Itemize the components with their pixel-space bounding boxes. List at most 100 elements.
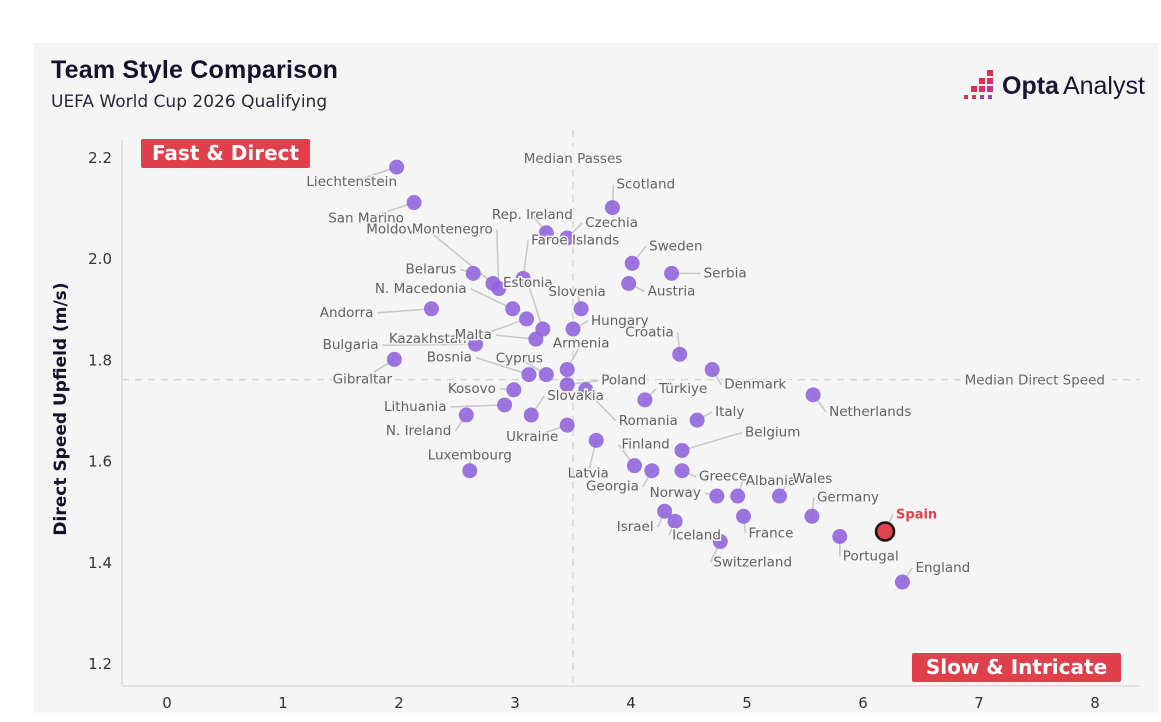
data-label: Italy: [715, 404, 744, 420]
data-label: N. Ireland: [386, 423, 451, 439]
data-label: Poland: [601, 373, 646, 389]
data-point: [521, 367, 537, 383]
data-point: [621, 276, 637, 291]
data-point: [771, 488, 787, 504]
data-label: Ukraine: [506, 429, 558, 445]
data-label: Netherlands: [829, 404, 911, 420]
opta-analyst-logo: Opta Analyst: [960, 66, 1145, 106]
quadrant-badge-slow-intricate-text: Slow & Intricate: [926, 655, 1107, 679]
data-label: Austria: [648, 284, 696, 300]
data-label: Czechia: [585, 215, 638, 231]
axes: 0 1 2 3 4 5 6 7 8 1.2 1.4 1.6 1.8 2.0 2.2 Direct Speed …: [51, 140, 1140, 712]
data-point-highlight: [874, 521, 896, 542]
data-point: [657, 503, 673, 519]
median-passes-label-bg: [521, 147, 625, 167]
leader-line: [377, 308, 432, 314]
data-point: [730, 488, 746, 504]
data-label: Kosovo: [448, 381, 496, 397]
data-point: [804, 508, 820, 524]
data-label: Slovakia: [547, 388, 604, 404]
data-label: N. Macedonia: [375, 281, 467, 297]
leader-line: [470, 318, 527, 340]
median-speed-label-bg: [960, 369, 1112, 390]
data-label: Cyprus: [496, 351, 543, 367]
data-point: [704, 362, 720, 378]
data-label: Hungary: [591, 313, 649, 329]
x-tick-label: 5: [742, 694, 752, 712]
data-label: Spain: [896, 507, 937, 522]
data-point: [406, 195, 422, 211]
x-tick-label: 8: [1090, 694, 1100, 712]
data-point: [664, 265, 680, 281]
quadrant-badge-fast-direct: Fast & Direct: [141, 139, 310, 168]
leader-line: [351, 166, 397, 183]
data-point: [644, 463, 660, 479]
y-tick-label: 2.0: [88, 250, 112, 268]
data-label: Romania: [619, 413, 678, 429]
data-point: [674, 442, 690, 458]
data-point: [712, 534, 728, 550]
median-direct-speed-label: Median Direct Speed: [965, 373, 1105, 389]
data-point: [672, 346, 688, 362]
y-tick-label: 1.4: [88, 554, 112, 572]
leader-line: [681, 431, 743, 452]
leader-line: [426, 228, 494, 285]
data-point: [667, 513, 683, 529]
data-label: Latvia: [568, 465, 609, 481]
data-label: Iceland: [672, 527, 721, 543]
data-label: Portugal: [843, 549, 899, 565]
data-label: Wales: [792, 471, 832, 487]
median-passes-label: Median Passes: [524, 151, 623, 167]
data-point: [736, 508, 752, 524]
leader-line: [470, 288, 514, 310]
chart-subtitle: UEFA World Cup 2026 Qualifying: [51, 92, 328, 112]
leader-line: [382, 343, 476, 347]
data-point: [624, 255, 640, 271]
logo-wordmark-bold: Opta: [1002, 71, 1059, 100]
data-label: France: [749, 525, 794, 541]
data-point: [637, 392, 653, 408]
quadrant-badge-fast-direct-bg: [141, 139, 310, 168]
data-label: Kazakhstan: [389, 331, 467, 347]
data-label: Slovenia: [548, 284, 605, 300]
leader-line: [475, 356, 530, 376]
data-label: Sweden: [649, 238, 702, 254]
bottom-strip: [0, 713, 1161, 722]
data-point: [389, 159, 405, 175]
y-axis-label: Direct Speed Upfield (m/s): [51, 282, 71, 535]
data-label: Norway: [650, 485, 701, 501]
data-label: Germany: [817, 489, 879, 505]
data-points: [386, 159, 910, 590]
data-point: [578, 382, 594, 398]
data-point: [559, 417, 575, 433]
data-point: [689, 412, 705, 428]
data-point: [538, 225, 554, 241]
data-point: [468, 336, 484, 352]
data-point: [559, 230, 575, 246]
data-label: Belgium: [745, 424, 800, 440]
data-label: England: [915, 560, 970, 576]
data-point: [832, 529, 848, 544]
data-label: Armenia: [553, 336, 610, 352]
data-labels: Liechtenstein San MarinoMoldovaMontenegro…: [305, 173, 972, 578]
data-label: Faroe Islands: [531, 232, 619, 248]
x-tick-label: 0: [162, 694, 172, 712]
data-point: [386, 351, 402, 367]
data-point: [458, 407, 474, 423]
data-point: [674, 463, 690, 479]
data-label: Israel: [617, 519, 654, 535]
data-point: [462, 463, 478, 479]
data-point: [538, 367, 554, 383]
x-tick-label: 3: [510, 694, 520, 712]
quadrant-badge-slow-intricate: Slow & Intricate: [912, 653, 1121, 682]
data-label: Belarus: [406, 261, 457, 277]
data-label: Croatia: [625, 324, 674, 340]
data-label: Montenegro: [412, 222, 493, 238]
data-label: Türkiye: [658, 381, 707, 397]
data-label: Lithuania: [384, 399, 447, 415]
leader-line: [365, 201, 415, 220]
data-label: Gibraltar: [333, 371, 393, 387]
data-label: San Marino: [328, 211, 404, 227]
data-label: Estonia: [503, 275, 553, 291]
